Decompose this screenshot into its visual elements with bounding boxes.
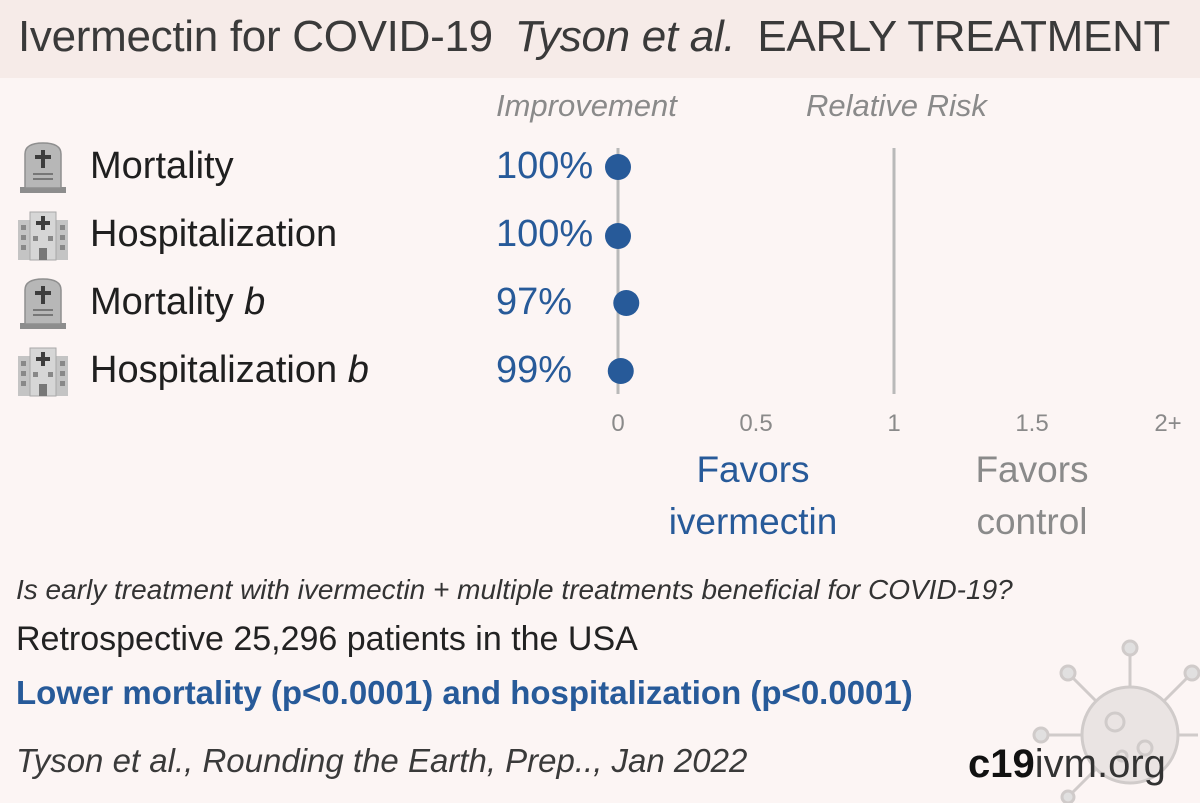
row-improvement-hospitalization: 100% (496, 213, 594, 255)
row-label-hospitalization: Hospitalization (90, 213, 338, 255)
favors-ivermectin-label: Favors ivermectin (668, 449, 838, 542)
page-title: Ivermectin for COVID-19 Tyson et al. EARLY… (18, 12, 1170, 62)
row-label-hospitalization-b: Hospitalization b (90, 349, 369, 391)
hospital-icon (18, 211, 68, 261)
row-label-mortality: Mortality (90, 145, 234, 187)
header-bar (0, 0, 1200, 78)
hospital-icon (18, 347, 68, 397)
study-question: Is early treatment with ivermectin + mul… (16, 574, 1013, 605)
tombstone-icon (20, 142, 66, 193)
row-improvement-mortality: 100% (496, 145, 594, 187)
x-tick-label: 0 (611, 410, 624, 437)
virus-icon (1032, 639, 1200, 803)
row-label-mortality-b: Mortality b (90, 281, 266, 323)
title-main: Ivermectin for COVID-19 (18, 12, 493, 61)
title-tag: EARLY TREATMENT (757, 12, 1171, 61)
row-improvement-mortality-b: 97% (496, 281, 573, 323)
data-point (613, 290, 640, 316)
forest-plot: 0 0.5 1 1.5 2+ (605, 148, 1182, 437)
x-tick-label: 1 (887, 410, 900, 437)
data-point (605, 223, 631, 249)
x-tick-label: 2+ (1154, 410, 1181, 437)
data-point (605, 154, 631, 180)
data-point (607, 358, 634, 384)
x-tick-label: 1.5 (1015, 410, 1048, 437)
improvement-column-header: Improvement (496, 88, 677, 123)
x-tick-label: 0.5 (739, 410, 772, 437)
row-improvement-hospitalization-b: 99% (496, 349, 573, 391)
favors-control-label: Favors control (975, 449, 1089, 542)
brand-logo: c19ivm.org (968, 742, 1166, 786)
tombstone-icon (20, 278, 66, 329)
study-design: Retrospective 25,296 patients in the USA (16, 620, 638, 658)
study-conclusion: Lower mortality (p<0.0001) and hospitali… (16, 674, 913, 711)
title-authors: Tyson et al. (514, 12, 736, 61)
study-citation: Tyson et al., Rounding the Earth, Prep..… (16, 742, 748, 779)
relative-risk-column-header: Relative Risk (806, 88, 987, 123)
